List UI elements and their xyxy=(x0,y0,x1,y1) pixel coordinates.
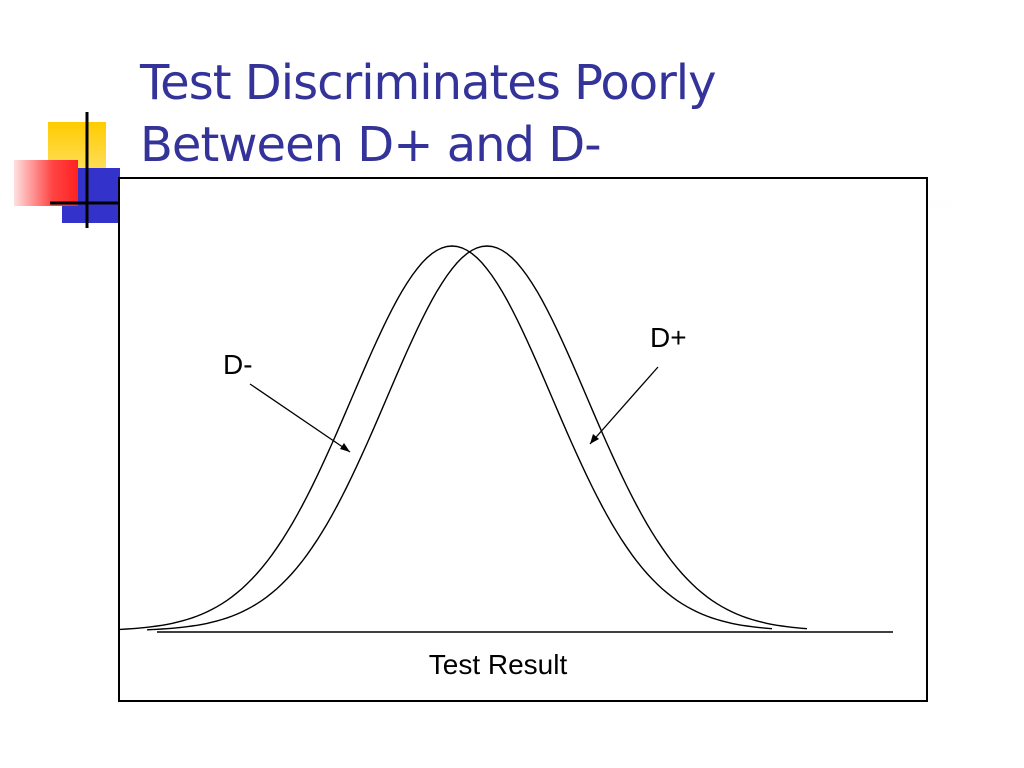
d-plus-arrow xyxy=(589,366,659,445)
d-minus-arrow xyxy=(249,383,351,453)
title-line-2: Between D+ and D- xyxy=(140,117,602,173)
d-minus-curve xyxy=(120,245,773,631)
red-square xyxy=(14,160,78,206)
distribution-figure: D- D+ Test Result xyxy=(118,177,928,702)
distribution-plot xyxy=(120,245,893,633)
slide-title: Test Discriminates Poorly Between D+ and… xyxy=(140,52,1000,176)
title-line-1: Test Discriminates Poorly xyxy=(140,55,717,111)
d-plus-label: D+ xyxy=(650,322,687,353)
decorative-corner-squares xyxy=(14,112,122,228)
d-minus-arrowhead xyxy=(340,443,350,452)
x-axis-label: Test Result xyxy=(428,649,568,680)
d-minus-label: D- xyxy=(223,349,253,380)
d-plus-arrowhead xyxy=(590,434,599,444)
d-plus-curve xyxy=(146,245,808,631)
